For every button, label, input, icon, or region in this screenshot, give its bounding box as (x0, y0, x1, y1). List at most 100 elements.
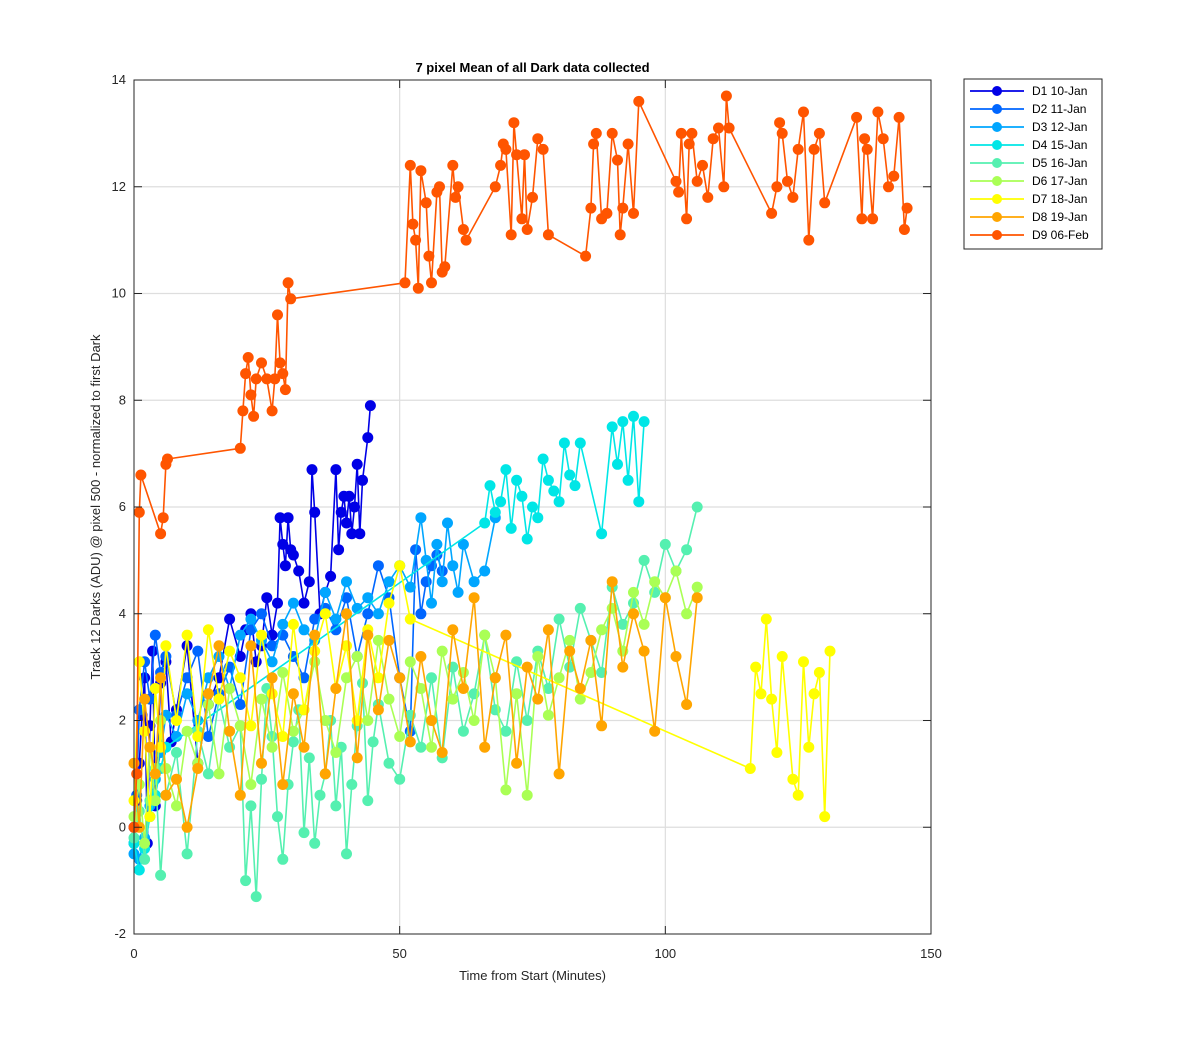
data-point (798, 106, 809, 118)
data-point (521, 224, 533, 235)
data-point (256, 773, 267, 785)
data-point (691, 581, 703, 593)
data-point (505, 229, 517, 241)
data-point (447, 159, 459, 171)
legend-entry: D9 06-Feb (970, 228, 1089, 242)
data-point (335, 506, 347, 518)
data-point (234, 789, 246, 801)
data-point (351, 458, 363, 470)
data-point (511, 474, 523, 486)
data-point (532, 133, 544, 145)
data-point (144, 741, 156, 753)
data-point (277, 853, 289, 865)
data-point (362, 432, 374, 444)
data-point (341, 608, 352, 620)
data-point (407, 218, 419, 230)
legend-label: D2 11-Jan (1032, 102, 1086, 116)
data-point (574, 602, 586, 614)
data-point (287, 618, 299, 630)
data-point (774, 117, 786, 129)
data-point (426, 741, 437, 753)
data-point (457, 538, 469, 550)
data-point (224, 613, 236, 625)
data-point (755, 688, 767, 700)
data-point (362, 629, 374, 641)
data-point (181, 821, 193, 833)
data-point (596, 624, 608, 636)
data-point (181, 725, 193, 737)
data-point (824, 645, 836, 657)
data-point (808, 143, 820, 155)
data-point (256, 357, 267, 369)
x-axis-label: Time from Start (Minutes) (459, 968, 606, 983)
data-point (149, 768, 161, 780)
y-tick-label: 8 (119, 392, 126, 407)
data-point (330, 683, 342, 694)
data-point (234, 672, 246, 684)
data-point (479, 565, 491, 577)
data-point (181, 629, 193, 641)
data-point (750, 661, 762, 673)
data-point (149, 795, 161, 807)
data-point (638, 554, 650, 566)
data-point (412, 282, 424, 294)
data-point (330, 613, 342, 625)
data-point (447, 560, 459, 572)
data-point (787, 191, 799, 203)
data-point (649, 725, 661, 737)
data-point (250, 373, 262, 385)
data-point (383, 597, 395, 609)
data-point (282, 512, 294, 524)
data-point (457, 725, 469, 737)
data-point (298, 704, 310, 716)
data-point (415, 651, 427, 662)
data-point (399, 277, 411, 289)
data-point (718, 181, 730, 193)
data-point (500, 464, 512, 476)
data-point (415, 165, 427, 177)
data-point (274, 357, 286, 369)
data-point (606, 421, 618, 433)
data-point (139, 853, 151, 865)
data-point (542, 229, 554, 241)
data-point (309, 837, 321, 849)
data-point (457, 683, 469, 694)
data-point (423, 250, 435, 262)
data-point (612, 154, 623, 166)
data-point (245, 779, 257, 790)
data-point (460, 234, 472, 246)
data-point (256, 757, 267, 769)
data-point (901, 202, 913, 214)
data-point (511, 688, 523, 700)
data-point (500, 784, 512, 796)
data-point (683, 138, 695, 150)
series-line (133, 415, 645, 871)
x-tick-label: 0 (130, 946, 137, 961)
data-point (468, 715, 480, 726)
data-point (181, 688, 193, 700)
data-point (279, 384, 291, 396)
data-point (394, 560, 406, 572)
data-point (628, 586, 639, 598)
data-point (372, 560, 384, 572)
data-point (149, 683, 161, 694)
data-point (872, 106, 884, 118)
data-point (564, 634, 576, 646)
data-point (614, 229, 626, 241)
data-point (298, 827, 310, 839)
data-point (888, 170, 900, 182)
data-point (771, 181, 783, 193)
data-point (266, 688, 278, 700)
data-point (468, 592, 480, 604)
data-point (702, 191, 714, 203)
data-point (622, 474, 634, 486)
legend-label: D7 18-Jan (1032, 192, 1087, 206)
data-point (256, 693, 267, 705)
data-point (691, 175, 703, 187)
data-point (588, 138, 600, 150)
data-point (144, 811, 156, 823)
data-point (330, 800, 342, 812)
series-layer (128, 90, 913, 903)
data-point (330, 624, 342, 636)
data-point (341, 576, 352, 588)
